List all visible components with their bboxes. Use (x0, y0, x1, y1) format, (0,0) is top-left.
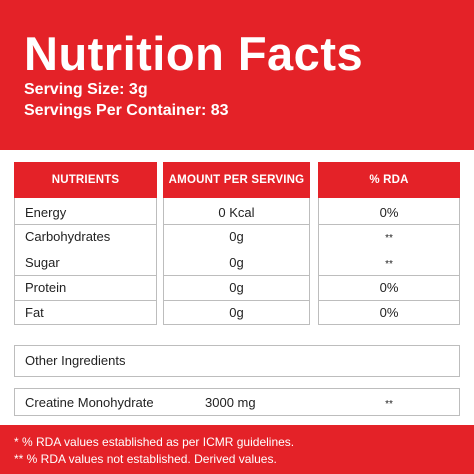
nutrient-name: Carbohydrates (25, 229, 111, 244)
nutrient-amount: 0g (229, 305, 244, 320)
amount-column (163, 198, 310, 325)
row-divider (14, 275, 157, 276)
rda-column (318, 198, 460, 325)
nutrient-amount: 0 Kcal (218, 205, 255, 220)
nutrient-amount: 0g (229, 229, 244, 244)
ingredient-amount: 3000 mg (205, 395, 256, 410)
nutrient-name: Fat (25, 305, 44, 320)
nutrient-rda: ** (385, 233, 393, 244)
column-header-amount: AMOUNT PER SERVING (163, 162, 310, 198)
other-ingredients-label: Other Ingredients (25, 353, 126, 368)
ingredient-name: Creatine Monohydrate (25, 395, 154, 410)
serving-size: Serving Size: 3g (24, 81, 148, 98)
row-divider (318, 275, 460, 276)
other-ingredients-box (14, 345, 460, 377)
nutrient-rda: ** (385, 259, 393, 270)
nutrient-rda: 0% (379, 280, 399, 295)
nutrition-header: Nutrition Facts Serving Size: 3g Serving… (0, 0, 474, 150)
column-header-nutrients: NUTRIENTS (14, 162, 157, 198)
footnote-icmr: * % RDA values established as per ICMR g… (14, 435, 295, 449)
row-divider (14, 300, 157, 301)
row-divider (163, 224, 310, 225)
nutrient-rda: 0% (379, 305, 399, 320)
page-title: Nutrition Facts (24, 27, 364, 80)
column-header-rda: % RDA (318, 162, 460, 198)
nutrient-name: Protein (25, 280, 67, 295)
nutrient-name: Energy (25, 205, 67, 220)
nutrients-column (14, 198, 157, 325)
row-divider (318, 224, 460, 225)
nutrient-amount: 0g (229, 280, 244, 295)
row-divider (163, 300, 310, 301)
servings-per-container: Servings Per Container: 83 (24, 102, 229, 119)
row-divider (318, 300, 460, 301)
ingredient-rda: ** (385, 399, 393, 410)
nutrient-rda: 0% (379, 205, 399, 220)
ingredient-row (14, 388, 460, 416)
row-divider (14, 224, 157, 225)
nutrient-name: Sugar (25, 255, 60, 270)
row-divider (163, 275, 310, 276)
nutrient-amount: 0g (229, 255, 244, 270)
footnote-derived: ** % RDA values not established. Derived… (14, 452, 277, 466)
